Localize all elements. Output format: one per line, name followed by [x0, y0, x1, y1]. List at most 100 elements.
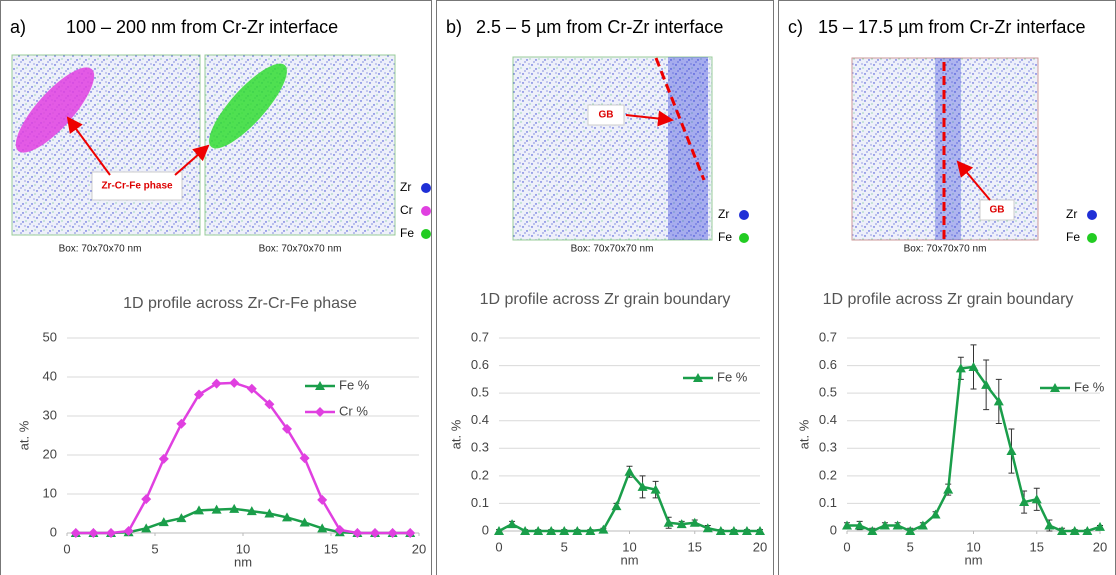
data-point: [246, 383, 257, 394]
y-tick-label: 30: [43, 407, 57, 422]
element-name: Cr: [400, 203, 413, 217]
data-point: [123, 526, 134, 537]
x-axis-label: nm: [234, 554, 252, 569]
data-point: [598, 524, 609, 534]
y-tick-label: 0: [50, 524, 57, 539]
data-point: [993, 396, 1004, 406]
legend-label: Fe %: [717, 369, 748, 384]
data-point: [494, 526, 504, 535]
x-axis-label: nm: [964, 552, 982, 567]
data-point: [1006, 446, 1017, 456]
x-tick-label: 5: [907, 539, 914, 554]
chart-title: 1D profile across Zr grain boundary: [823, 291, 1074, 308]
data-point: [637, 481, 648, 491]
data-point: [264, 399, 275, 410]
data-point: [370, 528, 380, 538]
data-point: [158, 453, 169, 464]
element-name: Zr: [1066, 207, 1077, 221]
data-point: [229, 503, 240, 513]
x-tick-label: 15: [1030, 539, 1044, 554]
x-tick-label: 0: [495, 539, 502, 554]
data-point: [141, 494, 152, 505]
y-tick-label: 0.4: [471, 412, 489, 427]
legend-label: Fe %: [339, 377, 370, 392]
data-point: [246, 506, 257, 516]
data-point: [70, 528, 81, 538]
y-tick-label: 0.7: [819, 329, 837, 344]
data-point: [572, 526, 583, 535]
data-point: [282, 423, 292, 434]
data-point: [352, 528, 363, 538]
element-dot: [739, 233, 749, 243]
y-tick-label: 0.2: [471, 467, 489, 482]
annotation: GB: [990, 205, 1005, 216]
series-line: [498, 469, 760, 533]
x-axis-label: nm: [620, 552, 638, 567]
data-point: [1069, 526, 1080, 535]
data-point: [689, 517, 700, 527]
y-tick-label: 20: [43, 446, 57, 461]
y-tick-label: 10: [43, 485, 57, 500]
data-point: [624, 466, 635, 476]
data-point: [892, 520, 903, 530]
data-point: [879, 520, 890, 530]
y-tick-label: 0.4: [819, 412, 837, 427]
data-point: [387, 528, 398, 538]
annotation: Zr-Cr-Fe phase: [101, 181, 173, 192]
data-point: [842, 520, 852, 530]
x-tick-label: 10: [236, 541, 250, 556]
data-point: [955, 363, 966, 373]
data-point: [650, 484, 661, 494]
y-tick-label: 0: [830, 522, 837, 537]
y-tick-label: 0.6: [471, 357, 489, 372]
data-point: [1095, 521, 1105, 531]
data-point: [917, 520, 928, 530]
element-name: Fe: [718, 230, 732, 244]
legend-marker: [693, 373, 703, 382]
data-point: [715, 526, 726, 535]
data-point: [194, 389, 204, 400]
x-tick-label: 5: [151, 541, 158, 556]
data-point: [194, 505, 204, 515]
data-point: [299, 517, 310, 527]
data-point: [663, 517, 674, 527]
element-name: Zr: [400, 180, 411, 194]
data-point: [317, 523, 328, 533]
y-tick-label: 50: [43, 329, 57, 344]
x-tick-label: 20: [412, 541, 426, 556]
y-tick-label: 0.1: [471, 495, 489, 510]
element-name: Zr: [718, 207, 729, 221]
data-point: [520, 526, 531, 535]
data-point: [1031, 494, 1042, 504]
element-name: Fe: [400, 226, 414, 240]
data-point: [176, 513, 187, 523]
y-tick-label: 0.6: [819, 357, 837, 372]
panel-label: b): [446, 17, 462, 37]
data-point: [981, 379, 992, 389]
element-name: Fe: [1066, 230, 1080, 244]
x-tick-label: 0: [63, 541, 70, 556]
x-tick-label: 10: [622, 539, 636, 554]
element-dot: [421, 206, 431, 216]
data-point: [158, 517, 169, 527]
apt-image: [512, 56, 713, 241]
legend-marker: [315, 407, 325, 417]
data-point: [405, 528, 416, 538]
data-point: [176, 418, 187, 429]
data-point: [676, 519, 687, 529]
data-point: [1019, 497, 1030, 507]
data-point: [106, 528, 116, 538]
element-dot: [739, 210, 749, 220]
series-line: [847, 365, 1101, 533]
data-point: [611, 501, 622, 511]
y-tick-label: 40: [43, 368, 57, 383]
x-tick-label: 10: [966, 539, 980, 554]
data-point: [507, 519, 518, 529]
element-dot: [1087, 210, 1097, 220]
image-caption: Box: 70x70x70 nm: [59, 244, 142, 255]
x-tick-label: 15: [688, 539, 702, 554]
chart-title: 1D profile across Zr grain boundary: [480, 291, 731, 308]
data-point: [533, 526, 544, 535]
data-point: [211, 378, 222, 389]
